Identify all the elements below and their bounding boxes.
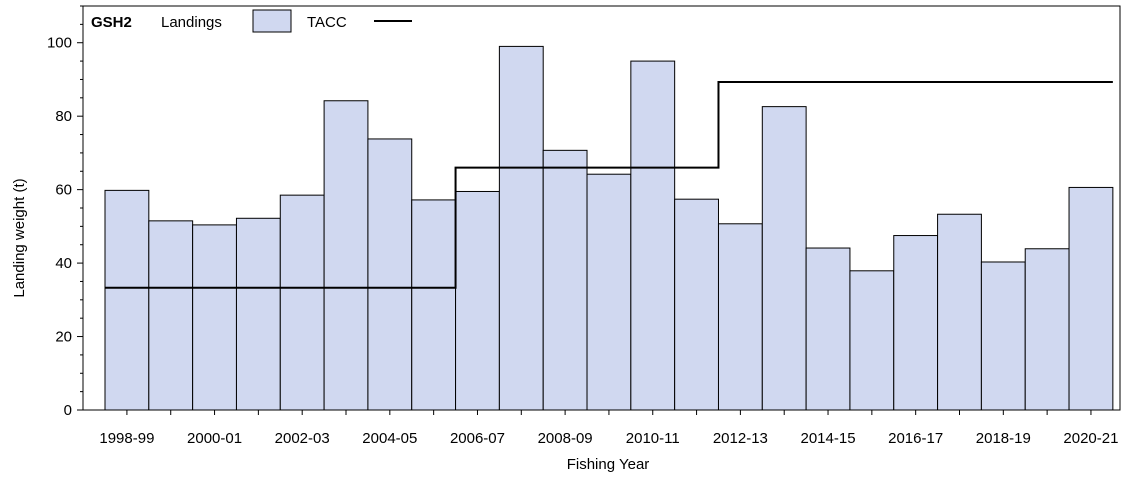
bar-2007-08: [498, 45, 544, 411]
y-tick-label: 60: [55, 182, 72, 199]
legend: GSH2 Landings TACC: [91, 9, 412, 33]
y-tick-label: 0: [64, 402, 72, 419]
bar-2006-07: [455, 190, 500, 411]
x-axis-ticks: 1998-99 2000-01 2002-03 2004-05 2006-07 2008-…: [99, 410, 1118, 447]
bar-2008-09: [542, 149, 588, 411]
bar-2015-16: [849, 270, 895, 411]
bar-2002-03: [279, 194, 325, 411]
x-tick-label: 2004-05: [362, 430, 417, 447]
y-tick-label: 100: [47, 35, 72, 52]
tacc-line: [105, 81, 1113, 289]
legend-label-landings: Landings: [161, 14, 222, 31]
y-tick-label: 20: [55, 329, 72, 346]
legend-label-tacc: TACC: [307, 14, 347, 31]
x-tick-label: 2014-15: [800, 430, 855, 447]
tacc-series: [105, 81, 1113, 289]
bar-2011-12: [674, 198, 719, 411]
x-tick-label: 1998-99: [99, 430, 154, 447]
x-tick-label: 2010-11: [626, 430, 680, 447]
legend-title: GSH2: [91, 14, 132, 31]
bar-2003-04: [323, 100, 369, 411]
bar-2004-05: [367, 138, 413, 411]
bar-2005-06: [411, 199, 457, 411]
y-tick-label: 40: [55, 255, 72, 272]
bar-2001-02: [235, 217, 281, 411]
bar-2020-21: [1068, 186, 1114, 411]
bar-2014-15: [805, 247, 851, 411]
x-tick-label: 2006-07: [450, 430, 505, 447]
bar-2016-17: [893, 235, 939, 411]
bar-2009-10: [586, 173, 632, 411]
legend-swatch-landings: [252, 9, 292, 33]
x-axis-title: Fishing Year: [567, 456, 650, 473]
x-tick-label: 2002-03: [275, 430, 330, 447]
bar-2010-11: [630, 60, 676, 411]
x-tick-label: 2012-13: [713, 430, 768, 447]
bar-2000-01: [192, 224, 237, 411]
bar-2019-20: [1024, 248, 1070, 411]
landings-bars: [104, 45, 1114, 411]
bar-2012-13: [717, 223, 763, 411]
x-tick-label: 2008-09: [538, 430, 593, 447]
bar-2013-14: [761, 106, 807, 411]
x-tick-label: 2000-01: [187, 430, 242, 447]
y-tick-label: 80: [55, 108, 72, 125]
x-tick-label: 2020-21: [1063, 430, 1118, 447]
bar-1998-99: [104, 189, 150, 411]
x-tick-label: 2018-19: [976, 430, 1031, 447]
y-axis-ticks: 0 20 40 60 80 100: [47, 5, 83, 419]
y-axis-title: Landing weight (t): [11, 178, 28, 297]
bar-2017-18: [937, 213, 982, 411]
x-tick-label: 2016-17: [888, 430, 943, 447]
bar-2018-19: [980, 261, 1026, 411]
bar-1999-00: [148, 220, 194, 411]
